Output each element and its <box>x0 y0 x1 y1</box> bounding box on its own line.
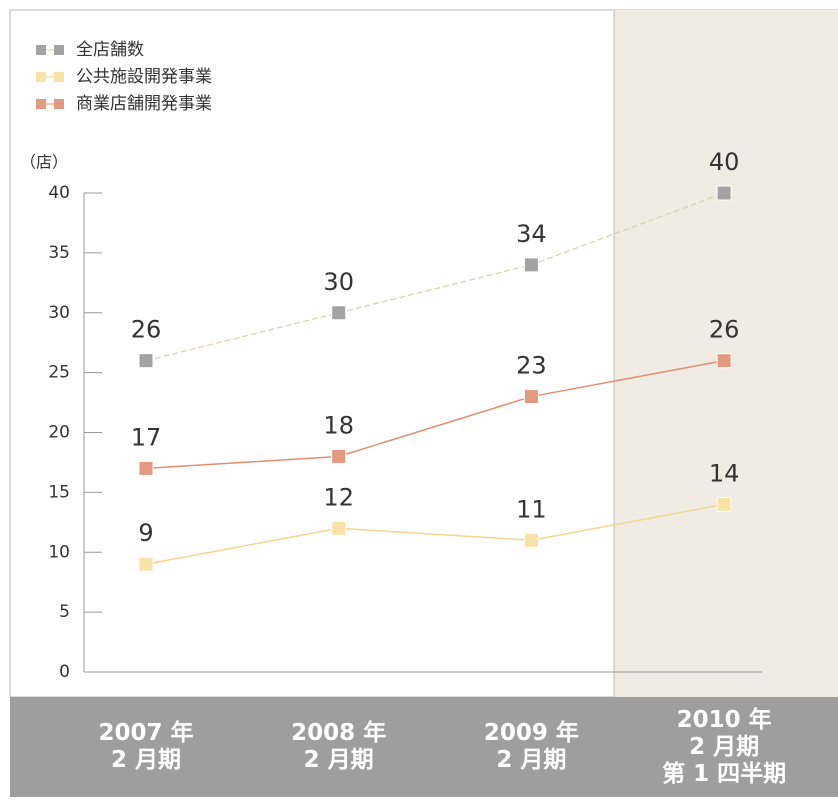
y-tick-label: 15 <box>48 482 70 502</box>
legend-marker <box>36 72 46 82</box>
legend-label: 公共施設開発事業 <box>76 67 212 87</box>
data-label: 26 <box>709 316 740 344</box>
legend-marker <box>36 99 46 109</box>
point <box>523 532 539 548</box>
series-line <box>145 503 725 565</box>
point <box>138 556 154 572</box>
x-tick-label: 2009 年 2 月期 <box>483 720 579 773</box>
legend-label: 全店舗数 <box>76 40 144 60</box>
category-band <box>10 697 838 797</box>
x-tick-label: 2007 年 2 月期 <box>98 720 194 773</box>
point <box>523 257 539 273</box>
data-label: 14 <box>709 459 740 487</box>
series-line <box>145 359 725 470</box>
y-tick-label: 35 <box>48 243 70 263</box>
x-tick-label: 2008 年 2 月期 <box>291 720 387 773</box>
series-line <box>145 192 725 362</box>
y-tick-label: 5 <box>59 602 70 622</box>
y-tick-label: 25 <box>48 363 70 383</box>
data-label: 26 <box>131 316 162 344</box>
y-axis-label: （店） <box>20 153 68 172</box>
data-label: 18 <box>323 411 354 439</box>
legend-label: 商業店舗開発事業 <box>76 94 212 114</box>
y-tick-label: 20 <box>48 423 70 443</box>
data-label: 11 <box>516 495 547 523</box>
point <box>716 353 732 369</box>
point <box>331 305 347 321</box>
y-tick-label: 0 <box>59 662 70 682</box>
point <box>523 389 539 405</box>
legend-marker <box>54 72 64 82</box>
point <box>331 448 347 464</box>
legend-marker <box>54 45 64 55</box>
data-label: 17 <box>131 423 162 451</box>
y-tick-label: 10 <box>48 542 70 562</box>
data-label: 34 <box>516 220 547 248</box>
point <box>138 353 154 369</box>
data-label: 23 <box>516 352 547 380</box>
point <box>331 520 347 536</box>
x-tick-label: 2010 年 2 月期 第 1 四半期 <box>662 706 787 787</box>
point <box>716 496 732 512</box>
legend-marker <box>36 45 46 55</box>
point <box>138 460 154 476</box>
data-label: 9 <box>138 519 153 547</box>
data-label: 12 <box>323 483 354 511</box>
legend-marker <box>54 99 64 109</box>
data-label: 40 <box>709 148 740 176</box>
y-tick-label: 40 <box>48 183 70 203</box>
y-tick-label: 30 <box>48 303 70 323</box>
data-label: 30 <box>323 268 354 296</box>
point <box>716 185 732 201</box>
